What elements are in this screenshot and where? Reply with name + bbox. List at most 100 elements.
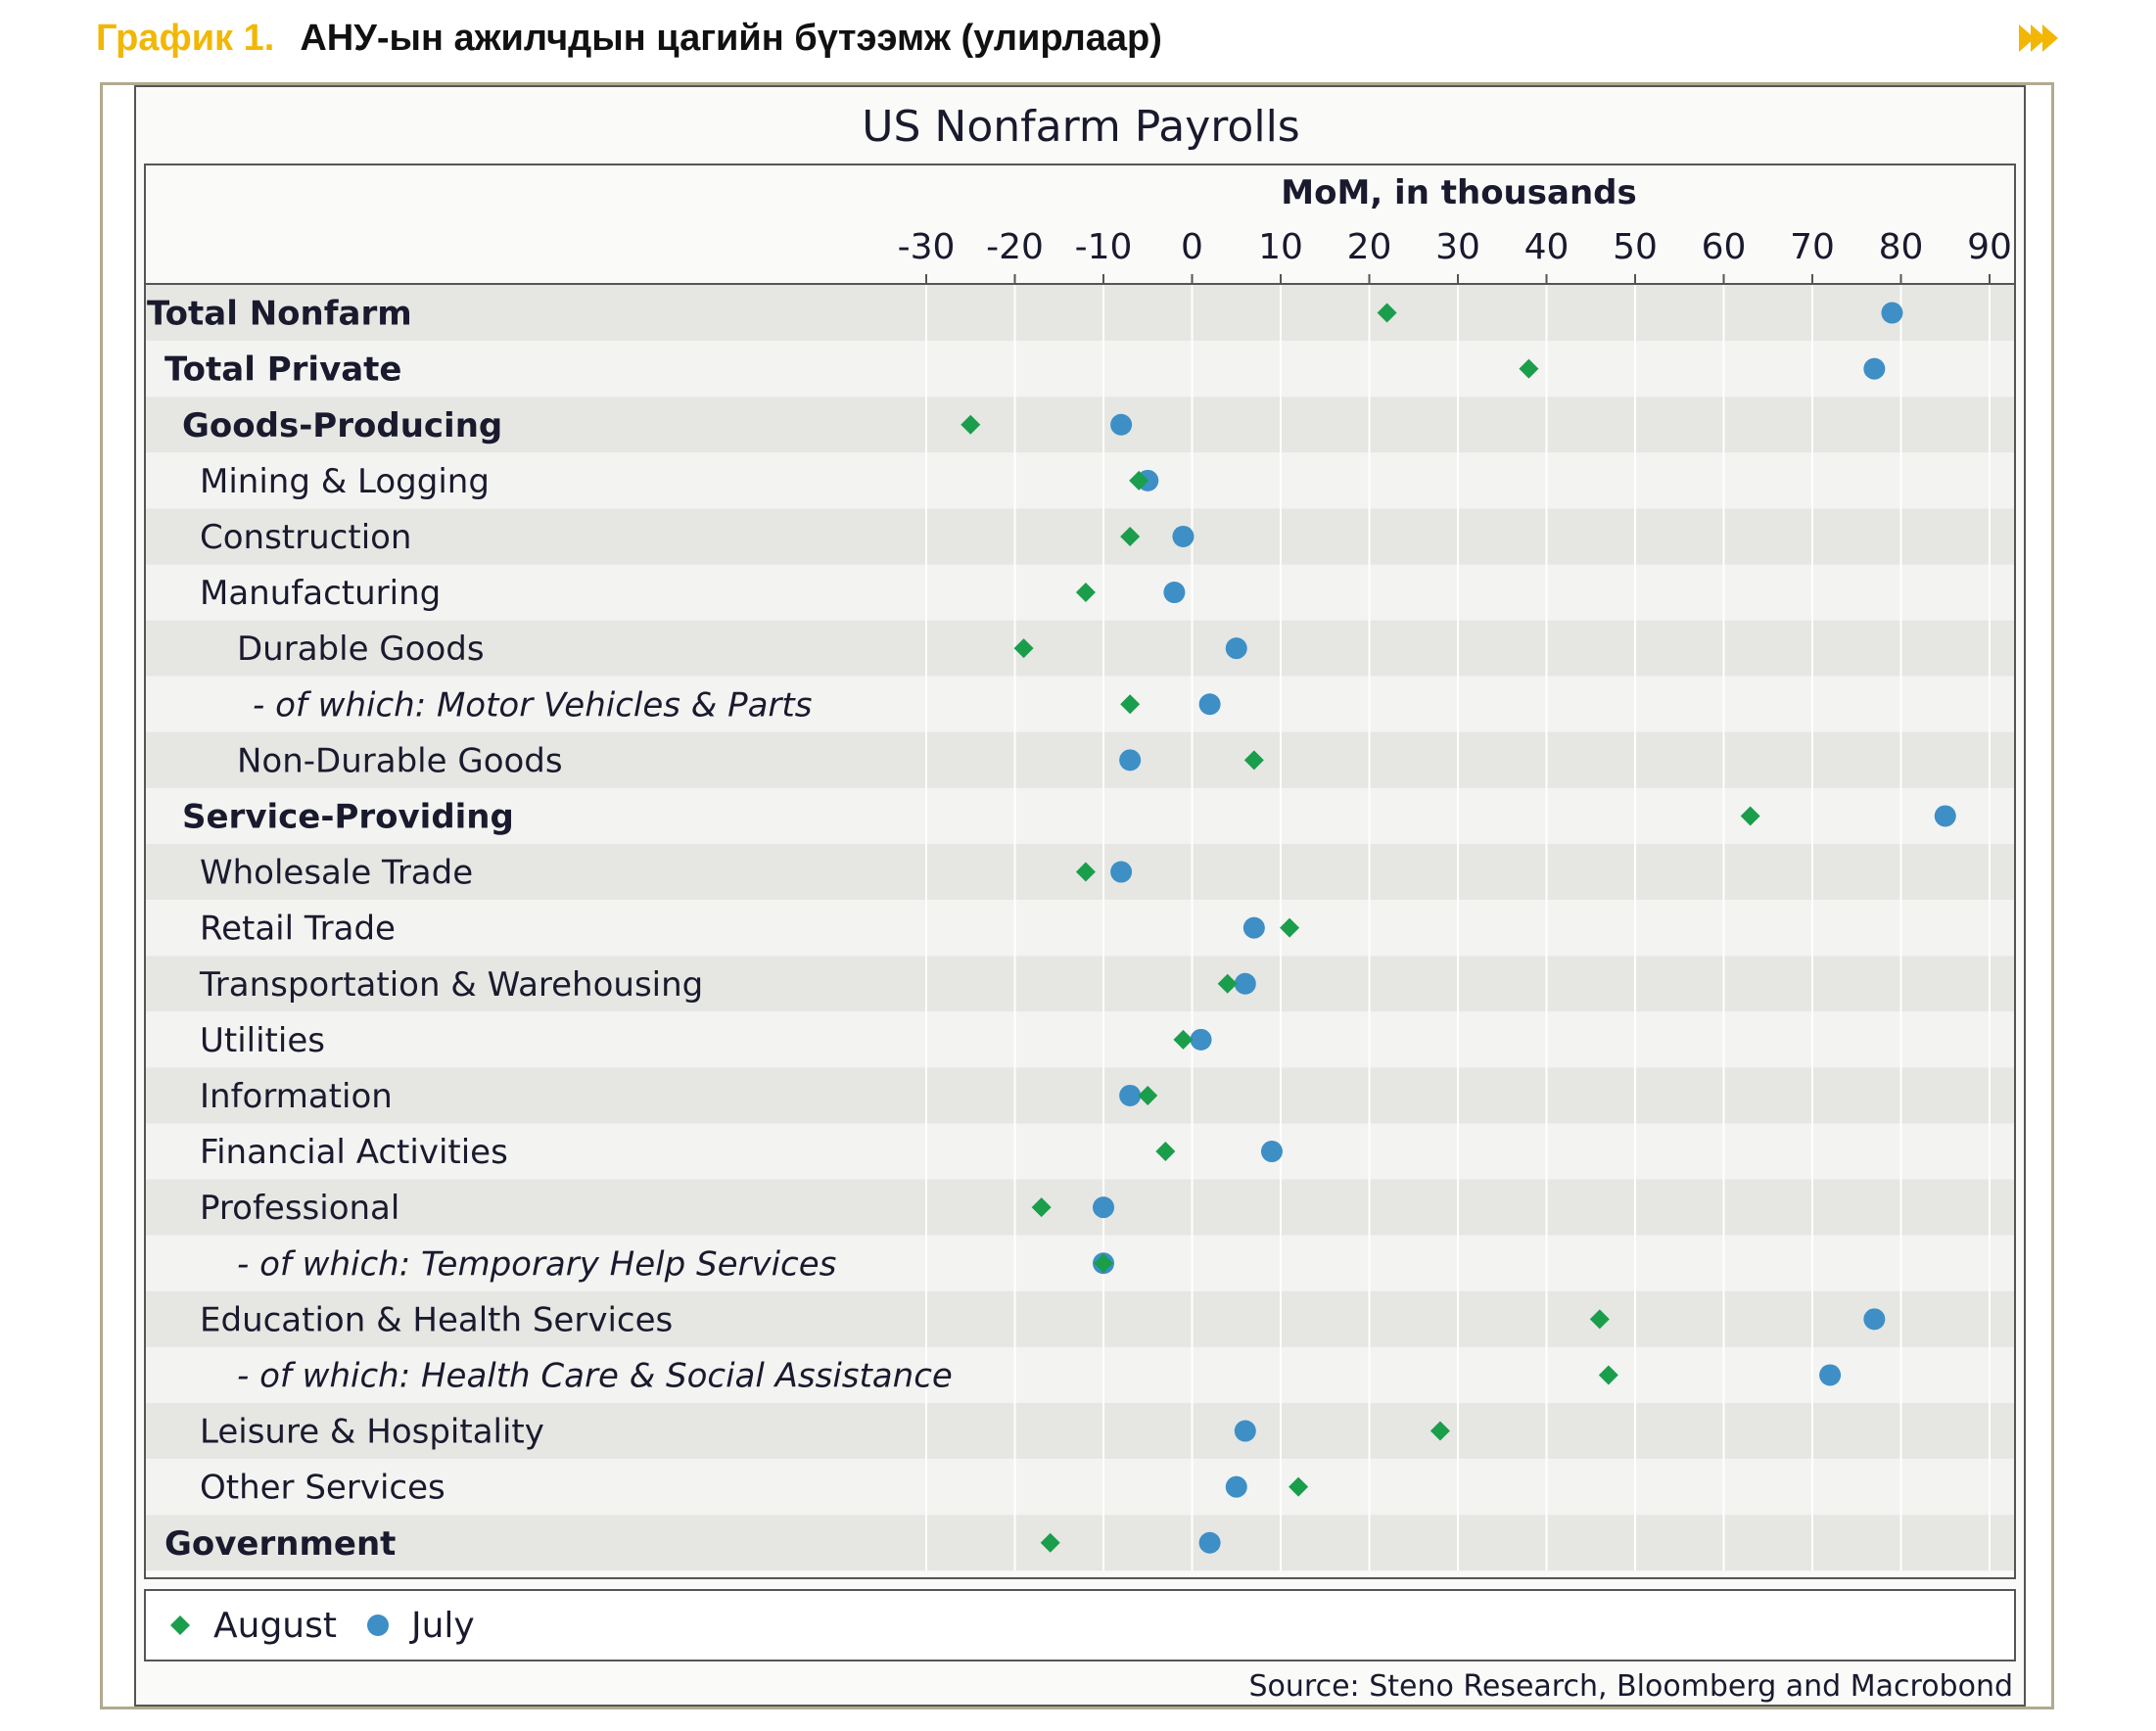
row-label: Non-Durable Goods xyxy=(237,741,563,780)
row-label: Information xyxy=(200,1077,393,1116)
row-label: Manufacturing xyxy=(200,574,441,613)
august-point xyxy=(1589,1309,1610,1330)
row-band xyxy=(146,1290,2014,1347)
tick-label: 40 xyxy=(1524,227,1570,267)
legend-august-marker xyxy=(170,1615,190,1635)
july-point xyxy=(1934,805,1956,827)
august-point xyxy=(961,414,981,435)
july-point xyxy=(1172,525,1195,547)
row-label: Total Private xyxy=(164,351,401,390)
row-band xyxy=(146,1011,2014,1068)
row-label: - of which: Temporary Help Services xyxy=(237,1244,836,1284)
july-point xyxy=(1110,861,1133,883)
august-point xyxy=(1377,303,1397,323)
august-point xyxy=(1155,1142,1176,1162)
tick-label: -30 xyxy=(898,227,956,267)
row-band xyxy=(146,1515,2014,1571)
legend-august-label: August xyxy=(213,1606,337,1646)
row-label: Transportation & Warehousing xyxy=(199,965,703,1005)
august-point xyxy=(1519,358,1539,379)
row-label: Goods-Producing xyxy=(182,406,502,445)
row-label: Total Nonfarm xyxy=(147,295,412,334)
july-point xyxy=(1190,1028,1212,1051)
row-band xyxy=(146,452,2014,509)
double-chevron-right-icon[interactable] xyxy=(2017,22,2060,55)
july-point xyxy=(1242,916,1265,939)
august-point xyxy=(1094,1253,1113,1274)
tick-label: 60 xyxy=(1702,227,1747,267)
row-label: Mining & Logging xyxy=(200,462,490,501)
legend-july-marker xyxy=(367,1614,389,1636)
row-label: Utilities xyxy=(200,1021,325,1060)
legend-box xyxy=(144,1589,2016,1661)
tick-label: -20 xyxy=(986,227,1044,267)
row-band xyxy=(146,508,2014,565)
source-note: Source: Steno Research, Bloomberg and Ma… xyxy=(1249,1669,2013,1704)
row-label: Retail Trade xyxy=(200,910,396,949)
july-point xyxy=(1119,749,1142,772)
row-band xyxy=(146,1235,2014,1291)
tick-label: 50 xyxy=(1613,227,1658,267)
row-label: Durable Goods xyxy=(237,630,485,669)
tick-label: 80 xyxy=(1879,227,1924,267)
tick-label: 10 xyxy=(1258,227,1303,267)
july-point xyxy=(1198,693,1221,716)
august-point xyxy=(1243,750,1264,771)
august-point xyxy=(1120,694,1141,715)
figure-label: График 1. xyxy=(96,17,275,59)
x-axis-label: MoM, in thousands xyxy=(1281,173,1636,212)
row-label: - of which: Health Care & Social Assista… xyxy=(237,1356,953,1395)
chart-frame xyxy=(100,82,2054,1709)
july-point xyxy=(1234,1420,1256,1442)
plot-box xyxy=(144,164,2016,1579)
august-point xyxy=(1138,1085,1158,1105)
july-point xyxy=(1110,413,1133,436)
tick-label: 90 xyxy=(1967,227,2012,267)
august-point xyxy=(1280,917,1300,938)
row-label: Professional xyxy=(200,1189,399,1228)
row-band xyxy=(146,1123,2014,1180)
row-label: Financial Activities xyxy=(200,1133,508,1172)
august-point xyxy=(1598,1365,1618,1385)
row-label: Service-Providing xyxy=(182,797,514,836)
row-band xyxy=(146,956,2014,1012)
august-point xyxy=(1075,862,1096,882)
july-point xyxy=(1198,1531,1221,1554)
row-label: Wholesale Trade xyxy=(200,854,473,893)
july-point xyxy=(1234,972,1256,995)
row-band xyxy=(146,397,2014,453)
row-band xyxy=(146,341,2014,398)
row-band xyxy=(146,900,2014,957)
row-band xyxy=(146,676,2014,732)
july-point xyxy=(1225,637,1247,660)
august-point xyxy=(1013,638,1034,659)
july-point xyxy=(1225,1475,1247,1498)
august-point xyxy=(1120,526,1141,546)
tick-label: 70 xyxy=(1790,227,1835,267)
tick-label: 0 xyxy=(1181,227,1203,267)
august-point xyxy=(1217,973,1238,994)
chart-title: US Nonfarm Payrolls xyxy=(862,102,1299,152)
august-point xyxy=(1430,1421,1450,1441)
tick-label: 20 xyxy=(1347,227,1392,267)
july-point xyxy=(1163,582,1186,604)
july-point xyxy=(1819,1364,1842,1386)
july-point xyxy=(1881,302,1903,324)
row-label: - of which: Motor Vehicles & Parts xyxy=(253,685,812,725)
row-band xyxy=(146,787,2014,844)
july-point xyxy=(1119,1084,1142,1106)
july-point xyxy=(1260,1141,1283,1163)
legend-july-label: July xyxy=(409,1606,475,1646)
august-point xyxy=(1740,806,1760,826)
august-point xyxy=(1129,470,1149,491)
tick-label: 30 xyxy=(1435,227,1480,267)
july-point xyxy=(1863,1308,1886,1331)
july-point xyxy=(1093,1196,1114,1219)
row-band xyxy=(146,731,2014,788)
row-label: Leisure & Hospitality xyxy=(200,1413,544,1452)
row-label: Government xyxy=(164,1524,396,1564)
row-band xyxy=(146,1403,2014,1460)
row-band xyxy=(146,1179,2014,1236)
row-band xyxy=(146,1346,2014,1403)
